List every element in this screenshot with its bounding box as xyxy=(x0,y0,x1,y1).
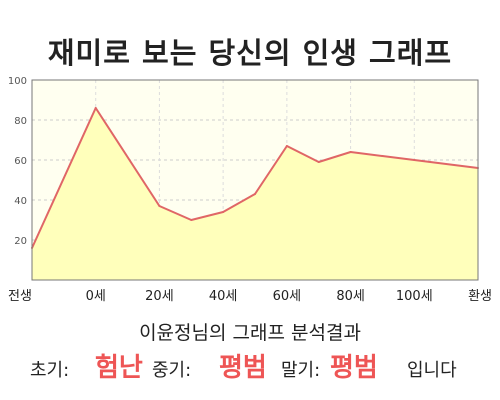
y-tick-label-100: 100 xyxy=(8,76,27,87)
data-point-9 xyxy=(381,155,384,157)
x-tick-label-4: 60세 xyxy=(273,289,302,304)
late-value: 평범 xyxy=(330,353,378,383)
x-tick-label-1: 0세 xyxy=(86,289,106,304)
data-point-7 xyxy=(317,161,320,163)
y-axis-ticks: 20 40 60 80 100 xyxy=(8,76,27,247)
x-axis-ticks: 전생 0세 20세 40세 60세 80세 100세 환생 xyxy=(8,289,492,304)
x-tick-label-0: 전생 xyxy=(8,289,32,304)
late-label: 말기: xyxy=(281,360,321,381)
x-tick-label-5: 80세 xyxy=(336,289,365,304)
y-tick-label-80: 80 xyxy=(14,116,27,127)
x-tick-label-6: 100세 xyxy=(396,289,433,304)
x-tick-label-7: 환생 xyxy=(468,289,492,304)
mid-label: 중기: xyxy=(152,360,192,381)
data-point-3 xyxy=(190,219,193,221)
y-tick-label-40: 40 xyxy=(14,196,27,207)
early-value: 험난 xyxy=(95,353,143,383)
data-point-5 xyxy=(254,193,256,195)
data-point-10 xyxy=(413,159,416,161)
data-point-2 xyxy=(158,205,161,207)
life-graph-chart: 20 40 60 80 100 전생 0세 20세 40세 60세 80세 100세 환생 xyxy=(8,76,492,304)
x-tick-label-2: 20세 xyxy=(145,289,174,304)
data-point-6 xyxy=(285,145,288,147)
x-tick-label-3: 40세 xyxy=(209,289,238,304)
page-title: 재미로 보는 당신의 인생 그래프 xyxy=(47,36,453,70)
data-point-4 xyxy=(222,211,225,213)
data-point-8 xyxy=(349,151,352,153)
result-suffix: 입니다 xyxy=(407,360,457,381)
data-point-1 xyxy=(94,107,97,109)
y-tick-label-20: 20 xyxy=(14,236,27,247)
early-label: 초기: xyxy=(30,360,70,381)
series-line xyxy=(31,107,479,249)
analysis-subtitle: 이윤정님의 그래프 분석결과 xyxy=(139,322,361,344)
analysis-result: 초기: 험난 중기: 평범 말기: 평범 입니다 xyxy=(0,344,500,384)
mid-value: 평범 xyxy=(219,353,267,383)
plot-frame xyxy=(31,79,479,281)
y-tick-label-60: 60 xyxy=(14,156,27,167)
